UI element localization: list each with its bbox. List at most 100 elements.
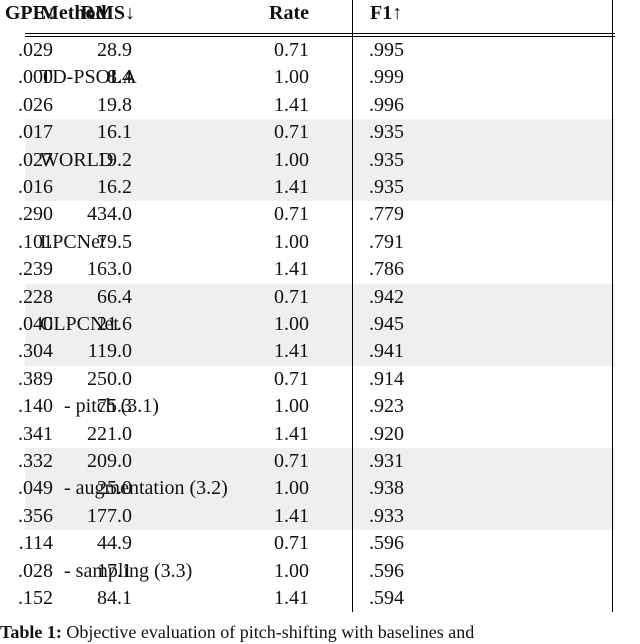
- method-name: LPCNet: [40, 230, 106, 253]
- caption-text: Objective evaluation of pitch-shifting w…: [66, 622, 475, 642]
- table-cell: 0.71: [274, 285, 309, 308]
- table-cell: 1.41: [274, 93, 309, 116]
- table-cell: 44.9: [97, 532, 132, 555]
- caption: Table 1: Objective evaluation of pitch-s…: [0, 620, 474, 644]
- table-cell: .935: [369, 121, 404, 144]
- table-cell: .016: [18, 176, 53, 198]
- table-cell: .596: [369, 559, 404, 582]
- column-header: GPE↓: [4, 2, 56, 24]
- table-cell: 1.41: [274, 176, 309, 198]
- table-cell: .040: [18, 313, 53, 335]
- table-cell: .923: [369, 395, 404, 418]
- method-name: TD-PSOLA: [40, 66, 137, 89]
- table-cell: 0.71: [274, 450, 309, 472]
- table-cell: 0.71: [274, 39, 309, 61]
- table-cell: .914: [369, 367, 404, 390]
- column-header: Rate: [269, 2, 309, 24]
- table-cell: .996: [369, 93, 404, 116]
- table-cell: .938: [369, 477, 404, 500]
- column-header: F1↑: [370, 2, 403, 24]
- group-background: [25, 448, 615, 531]
- table-cell: .920: [369, 422, 404, 445]
- table-cell: 209.0: [87, 450, 132, 472]
- method-name: - pitch (3.1): [64, 395, 159, 418]
- table-cell: 1.00: [274, 395, 309, 418]
- table-cell: .931: [369, 450, 404, 472]
- table-cell: 221.0: [87, 422, 132, 445]
- table-cell: .779: [369, 203, 404, 226]
- table-cell: .594: [369, 587, 404, 609]
- table-cell: 66.4: [97, 285, 132, 308]
- table-cell: 19.2: [97, 148, 132, 171]
- header-rule: [25, 33, 615, 34]
- table-cell: .017: [18, 121, 53, 144]
- table-cell: 25.0: [97, 477, 132, 500]
- table-cell: .152: [18, 587, 53, 609]
- table-cell: 19.8: [97, 93, 132, 116]
- table-cell: 1.00: [274, 148, 309, 171]
- table-cell: .341: [18, 422, 53, 445]
- table-cell: .290: [18, 203, 53, 226]
- table-cell: .304: [18, 340, 53, 363]
- table-cell: .596: [369, 532, 404, 555]
- table-cell: 1.00: [274, 477, 309, 500]
- table-cell: 0.71: [274, 367, 309, 390]
- table-cell: 250.0: [87, 367, 132, 390]
- table-cell: 1.41: [274, 504, 309, 527]
- table-cell: 1.00: [274, 230, 309, 253]
- table-cell: .026: [18, 93, 53, 116]
- table-cell: 16.2: [97, 176, 132, 198]
- table-cell: 17.1: [97, 559, 132, 582]
- table-cell: .101: [18, 230, 53, 253]
- column-divider: [352, 0, 353, 612]
- table-cell: 1.41: [274, 340, 309, 363]
- table-cell: 177.0: [87, 504, 132, 527]
- table-cell: .140: [18, 395, 53, 418]
- table-cell: .027: [18, 148, 53, 171]
- table-cell: 8.4: [107, 66, 132, 89]
- table-cell: 1.41: [274, 258, 309, 281]
- table-cell: .389: [18, 367, 53, 390]
- column-header: Method: [40, 2, 107, 24]
- table-cell: .239: [18, 258, 53, 281]
- method-name: CLPCNet: [40, 313, 119, 335]
- method-name: WORLD: [40, 148, 114, 171]
- group-background: [25, 283, 615, 366]
- table-cell: .942: [369, 285, 404, 308]
- table-cell: 0.71: [274, 532, 309, 555]
- column-header: RMS↓: [80, 2, 135, 24]
- table-cell: 1.41: [274, 422, 309, 445]
- column-divider: [612, 0, 613, 612]
- table-cell: .028: [18, 559, 53, 582]
- table-cell: .332: [18, 450, 53, 472]
- table-cell: .999: [369, 66, 404, 89]
- table-cell: .995: [369, 39, 404, 61]
- header-rule: [25, 36, 615, 37]
- table-cell: 119.0: [87, 340, 132, 363]
- table-cell: 79.5: [97, 230, 132, 253]
- table-cell: .933: [369, 504, 404, 527]
- table-cell: 434.0: [87, 203, 132, 226]
- table-cell: .049: [18, 477, 53, 500]
- table-cell: 1.00: [274, 66, 309, 89]
- group-background: [25, 119, 615, 202]
- table-cell: .228: [18, 285, 53, 308]
- table-cell: 84.1: [97, 587, 132, 609]
- table-cell: 0.71: [274, 121, 309, 144]
- table-cell: .941: [369, 340, 404, 363]
- table-cell: .786: [369, 258, 404, 281]
- table-cell: 1.00: [274, 313, 309, 335]
- table-cell: 28.9: [97, 39, 132, 61]
- table-cell: 1.41: [274, 587, 309, 609]
- table-cell: 0.71: [274, 203, 309, 226]
- table-cell: .945: [369, 313, 404, 335]
- table-cell: 75.3: [97, 395, 132, 418]
- table-cell: 21.6: [97, 313, 132, 335]
- table-cell: .000: [18, 66, 53, 89]
- method-name: - augmentation (3.2): [64, 477, 228, 500]
- table-cell: 16.1: [97, 121, 132, 144]
- table-cell: .029: [18, 39, 53, 61]
- method-name: - sampling (3.3): [64, 559, 193, 582]
- table-cell: .114: [18, 532, 53, 555]
